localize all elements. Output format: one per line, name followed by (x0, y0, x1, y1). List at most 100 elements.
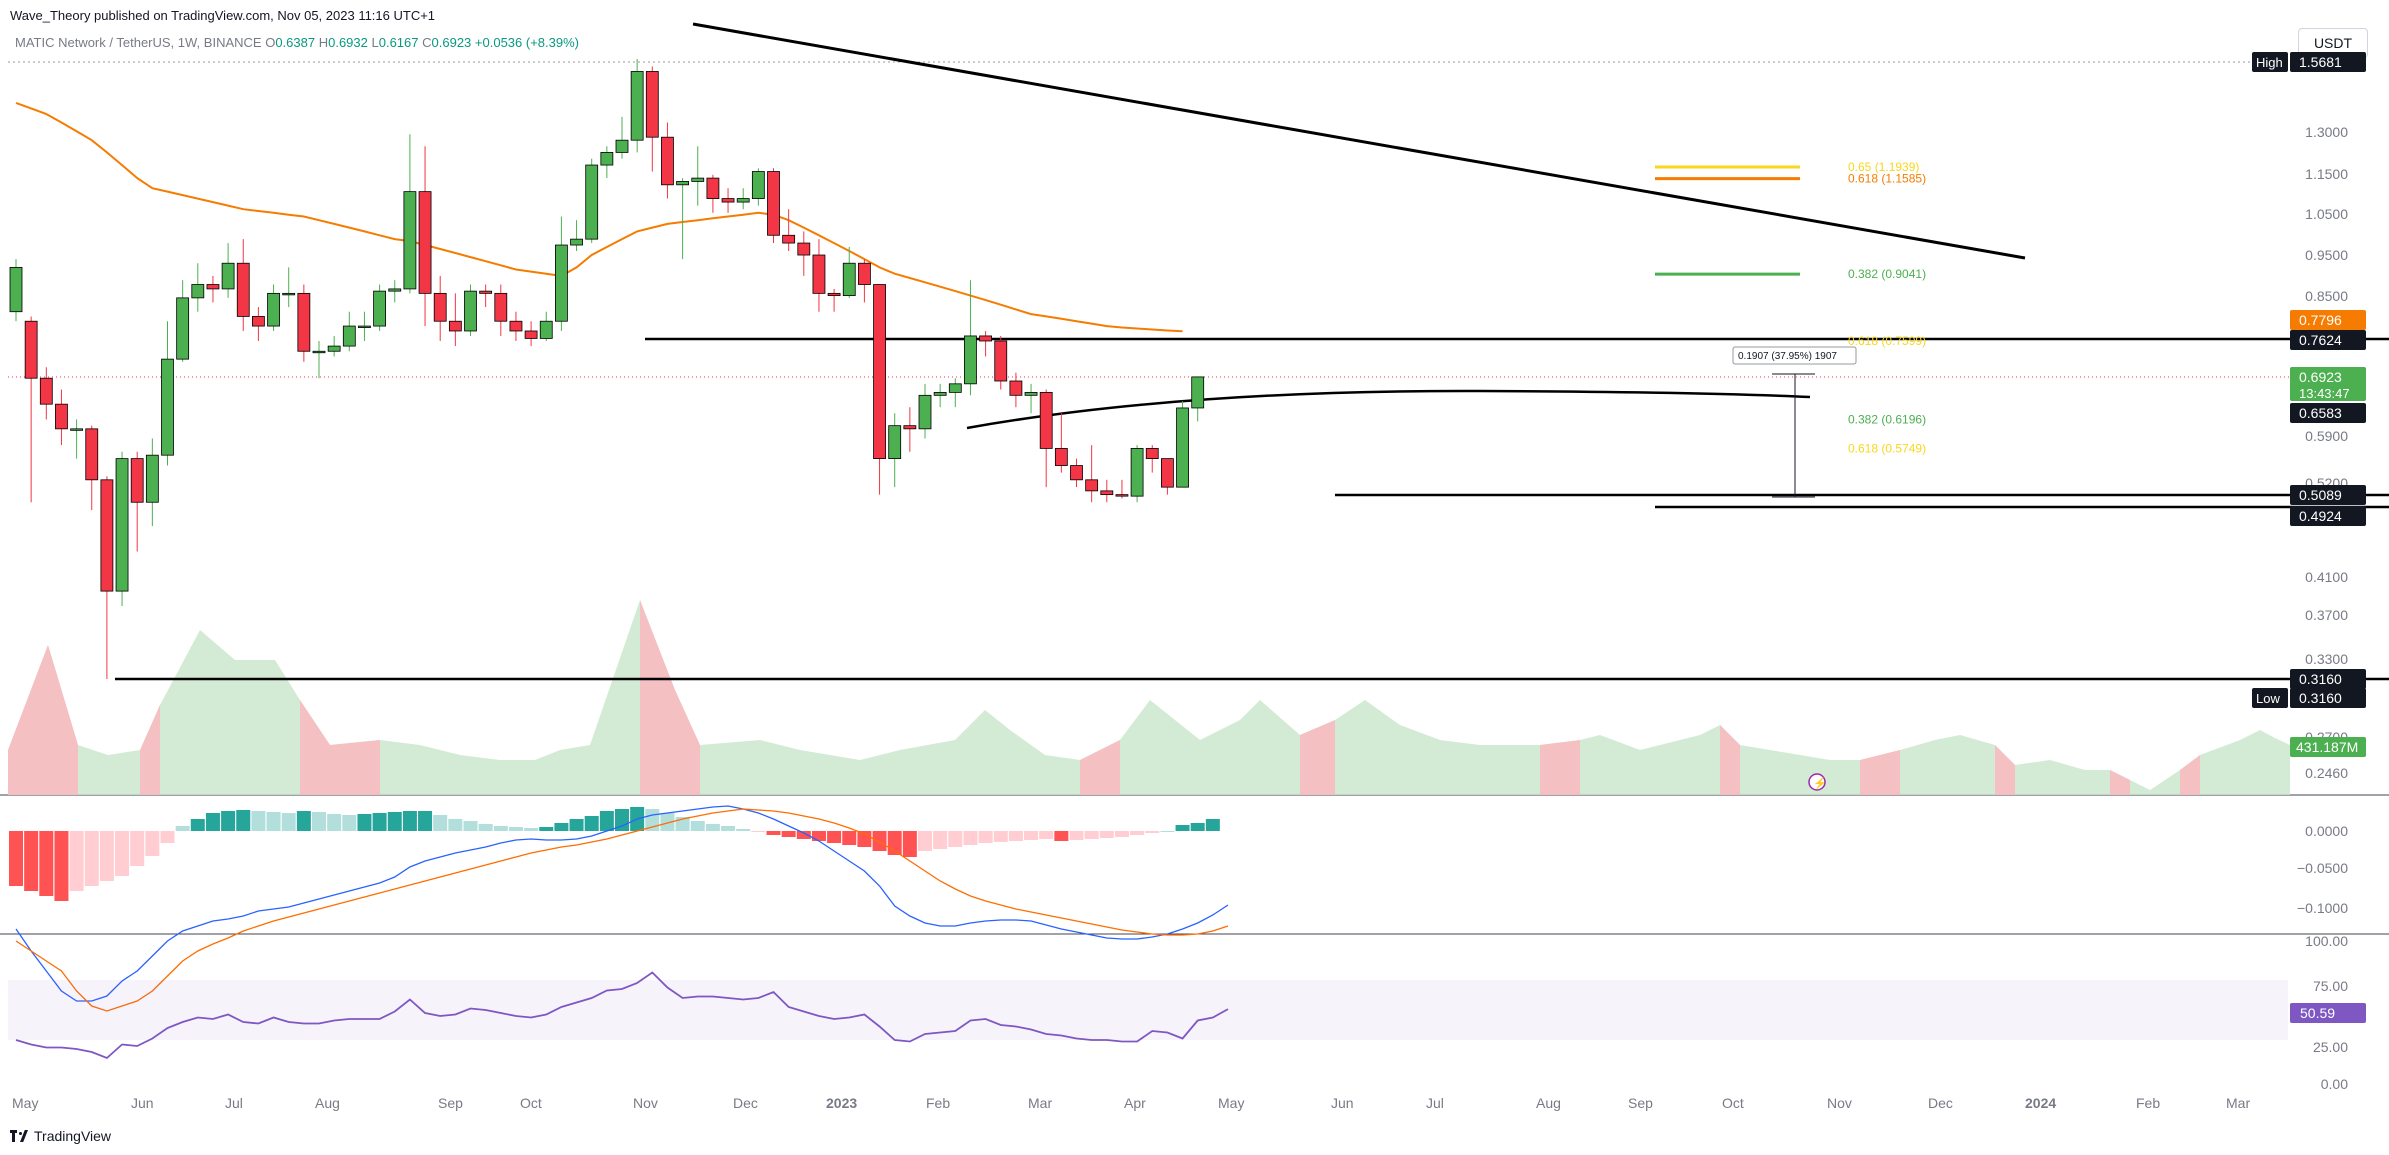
macd-axis-tick: −0.0500 (2297, 860, 2348, 876)
low-value: 0.6167 (378, 35, 419, 50)
volume-area-red-2 (300, 700, 380, 795)
rsi-axis-tick: 100.00 (2305, 933, 2348, 949)
high-label: H (318, 35, 329, 50)
candle-body-0 (9, 266, 23, 313)
volume-area-red-8 (1540, 740, 1580, 795)
ma200-curve (966, 389, 1811, 430)
volume-area (8, 600, 2290, 795)
macd-bar-27 (418, 811, 433, 831)
macd-bar-14 (221, 811, 236, 831)
candle-body-49 (751, 171, 765, 199)
volume-label: 431.187M (2296, 739, 2358, 755)
price-label-7: 0.3160 (2299, 671, 2342, 687)
symbol-legend[interactable]: MATIC Network / TetherUS, 1W, BINANCE O0… (15, 35, 579, 50)
macd-bar-24 (372, 813, 387, 831)
publisher-line: Wave_Theory published on TradingView.com… (10, 8, 436, 23)
volume-label-box (2290, 737, 2366, 757)
candle-body-53 (812, 254, 826, 294)
price-axis-tick: 0.8500 (2305, 288, 2348, 304)
fib-label-5: 0.618 (0.5749) (1848, 441, 1926, 455)
candle-body-71 (1085, 479, 1099, 492)
ma-line (15, 101, 1183, 333)
macd-bar-1 (24, 831, 39, 891)
candle-body-45 (691, 177, 705, 182)
macd-bar-56 (857, 831, 872, 847)
volume-area-red-13 (2180, 755, 2200, 795)
candle-body-22 (342, 325, 356, 347)
tradingview-logo[interactable]: TradingView (10, 1128, 111, 1144)
candle-body-63 (964, 335, 977, 385)
candle-body-24 (373, 290, 387, 327)
candle-body-74 (1130, 448, 1144, 497)
time-axis-tick: Aug (1536, 1095, 1561, 1111)
macd-bar-20 (312, 812, 326, 831)
candle-body-57 (873, 284, 886, 460)
macd-bar-68 (1039, 831, 1054, 839)
candle-body-36 (555, 244, 568, 322)
candle-body-78 (1191, 376, 1205, 409)
macd-bar-71 (1084, 831, 1099, 839)
macd-bar-36 (554, 823, 569, 831)
candle-body-7 (115, 458, 129, 592)
candle-body-60 (918, 394, 932, 430)
price-tag-0: High (2256, 55, 2283, 70)
macd-axis-tick: 0.0000 (2305, 823, 2348, 839)
volume-area-red-5 (1080, 740, 1120, 795)
measure-box (1732, 346, 1857, 365)
volume-area-red-12 (2110, 770, 2130, 795)
candle-body-54 (827, 292, 841, 297)
close-label: C (422, 35, 432, 50)
macd-bar-32 (493, 826, 508, 831)
rsi-axis-tick: 25.00 (2313, 1039, 2348, 1055)
price-label-box-8 (2290, 688, 2366, 708)
macd-bar-11 (175, 826, 190, 831)
macd-bar-67 (1024, 831, 1039, 840)
candle-body-15 (236, 262, 250, 317)
candle-body-35 (539, 320, 553, 339)
time-axis-tick: Jun (1331, 1095, 1354, 1111)
price-label-box-3 (2290, 367, 2366, 401)
time-axis-tick: Oct (520, 1095, 542, 1111)
macd-bar-13 (205, 813, 220, 831)
macd-bar-7 (115, 831, 130, 876)
macd-bar-69 (1054, 831, 1069, 841)
time-axis-tick: Jul (225, 1095, 243, 1111)
fib-label-2: 0.382 (0.9041) (1848, 267, 1926, 281)
candle-body-42 (645, 71, 659, 138)
candle-body-25 (388, 288, 402, 292)
lightning-icon[interactable] (1808, 773, 1826, 791)
candle-body-48 (736, 198, 750, 203)
macd-bar-65 (993, 831, 1008, 842)
price-label-box-4 (2290, 403, 2366, 423)
candle-body-64 (979, 335, 992, 342)
macd-bar-40 (615, 809, 629, 831)
macd-bar-18 (281, 813, 296, 831)
time-axis-tick: May (1218, 1095, 1244, 1111)
candle-body-65 (994, 340, 1008, 382)
candle-body-77 (1176, 407, 1189, 488)
candle-body-75 (1145, 448, 1159, 460)
candle-body-59 (903, 425, 917, 430)
price-label-3: 0.6923 (2299, 369, 2342, 385)
macd-bar-48 (736, 829, 751, 831)
macd-bar-2 (39, 831, 54, 896)
price-axis-tick: 0.4100 (2305, 569, 2348, 585)
volume-area-red-3 (640, 600, 700, 795)
candle-body-12 (191, 284, 205, 299)
price-label-8: 0.3160 (2299, 690, 2342, 706)
time-axis-tick: Mar (1028, 1095, 1052, 1111)
candle-body-56 (858, 262, 871, 285)
price-axis-tick: 0.2460 (2305, 765, 2348, 781)
price-label-5: 0.5089 (2299, 487, 2342, 503)
rsi-axis-tick: 0.00 (2321, 1076, 2348, 1092)
time-axis-tick: Dec (1928, 1095, 1953, 1111)
candle-body-16 (251, 316, 265, 327)
macd-bar-62 (948, 831, 963, 847)
candle-body-5 (85, 428, 99, 481)
macd-bar-60 (918, 831, 932, 851)
macd-bar-26 (402, 811, 417, 831)
candle-body-55 (842, 262, 856, 297)
candle-body-44 (676, 181, 689, 186)
open-label: O (265, 35, 276, 50)
